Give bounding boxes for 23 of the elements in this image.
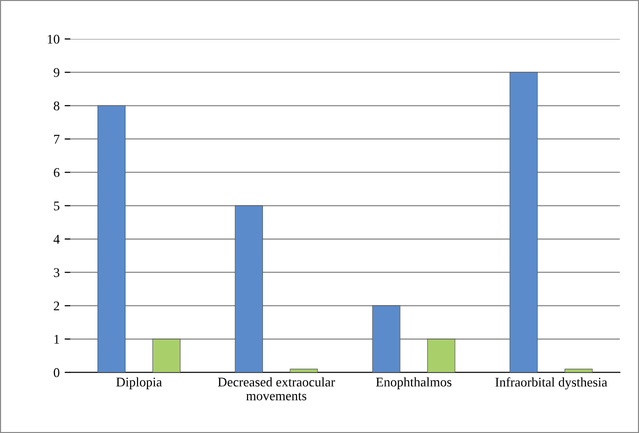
bar	[510, 72, 538, 372]
x-tick-label: Infraorbital dysthesia	[495, 377, 608, 390]
y-tick-label: 9	[54, 68, 60, 78]
y-tick-label: 7	[54, 134, 60, 144]
bar	[290, 368, 318, 372]
y-tick-label: 1	[54, 334, 60, 344]
x-tick-label: Enophthalmos	[376, 377, 452, 390]
y-tick-label: 6	[54, 168, 60, 178]
bar	[234, 205, 263, 372]
bar	[564, 368, 593, 372]
bar	[427, 338, 456, 372]
y-tick-label: 8	[54, 101, 60, 110]
y-tick-label: 2	[54, 302, 60, 310]
bar	[152, 338, 180, 372]
bar	[97, 105, 126, 372]
x-tick-label: Decreased extraocular movements	[218, 377, 336, 400]
y-tick-label: 4	[54, 234, 60, 244]
y-tick-label: 5	[54, 202, 60, 210]
x-tick-label: Diplopia	[116, 377, 162, 390]
bar	[372, 305, 400, 372]
y-tick-label: 3	[54, 268, 60, 278]
y-tick-label: 0	[54, 368, 60, 378]
y-tick-label: 10	[48, 34, 60, 44]
